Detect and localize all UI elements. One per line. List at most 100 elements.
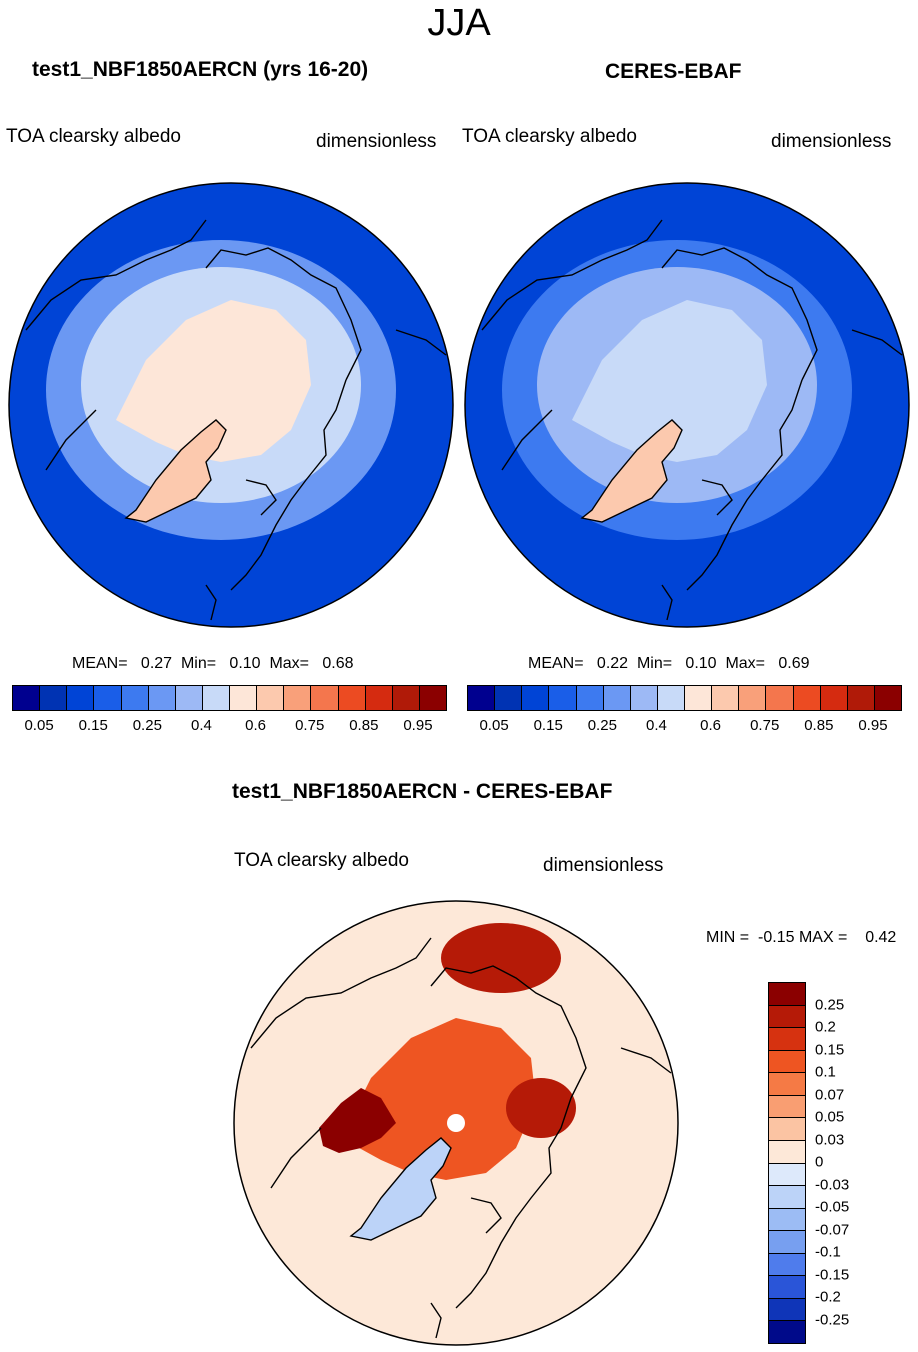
colorbar-tick-label: -0.03	[815, 1176, 850, 1193]
panel3-colorbar	[768, 982, 806, 1344]
panel1-variable: TOA clearsky albedo	[6, 126, 181, 147]
map-coastline	[45, 409, 97, 471]
colorbar-cell	[820, 686, 848, 710]
map-coastline	[250, 937, 432, 1049]
map-pole-hole	[447, 1114, 465, 1132]
colorbar-cell	[630, 686, 658, 710]
map-coastline	[470, 1197, 502, 1234]
map-coastline	[661, 584, 673, 621]
colorbar-tick-label: 0.07	[815, 1086, 845, 1103]
colorbar-cell	[769, 1321, 805, 1343]
map-coastline	[430, 1302, 442, 1339]
colorbar-cell	[874, 686, 901, 710]
map-region-greenland	[124, 419, 227, 523]
colorbar-cell	[847, 686, 875, 710]
colorbar-cell	[769, 1073, 805, 1096]
map-coastline	[205, 247, 362, 381]
colorbar-cell	[769, 1163, 805, 1187]
map-coastline	[686, 379, 803, 591]
map-coastline	[661, 247, 818, 381]
colorbar-tick-label: 0.25	[587, 717, 617, 734]
map-coastline	[501, 409, 553, 471]
colorbar-tick-label: 0.15	[815, 1041, 845, 1058]
map-region-arctic-ocean	[341, 1018, 536, 1180]
map-region-siberia	[441, 923, 561, 993]
colorbar-tick-label: 0.95	[858, 717, 888, 734]
colorbar-cell	[769, 983, 805, 1006]
colorbar-tick-label: 0.1	[815, 1063, 836, 1081]
colorbar-tick-label: 0.4	[191, 717, 212, 734]
map-coastline	[851, 329, 903, 356]
panel2-variable: TOA clearsky albedo	[462, 126, 637, 147]
colorbar-tick-label: -0.07	[815, 1221, 850, 1238]
map-coastline	[430, 965, 587, 1099]
map-coastline	[205, 584, 217, 621]
colorbar-cell	[175, 686, 203, 710]
panel3-variable: TOA clearsky albedo	[234, 850, 409, 871]
colorbar-cell	[769, 1050, 805, 1074]
colorbar-tick-label: -0.15	[815, 1266, 850, 1283]
map-border	[464, 182, 910, 628]
colorbar-cell	[793, 686, 821, 710]
colorbar-cell	[148, 686, 176, 710]
colorbar-tick-label: 0.95	[403, 717, 433, 734]
colorbar-cell	[769, 1005, 805, 1029]
colorbar-cell	[392, 686, 420, 710]
colorbar-tick-label: 0	[815, 1153, 824, 1171]
colorbar-tick-label: 0.4	[646, 717, 667, 734]
colorbar-tick-label: 0.05	[479, 717, 509, 734]
colorbar-tick-label: -0.2	[815, 1288, 841, 1306]
colorbar-cell	[230, 686, 258, 710]
panel3-title: test1_NBF1850AERCN - CERES-EBAF	[232, 780, 613, 803]
panel1-colorbar	[12, 685, 447, 711]
map-coastline	[230, 379, 347, 591]
panel2-colorbar	[467, 685, 902, 711]
map-region-arctic-ocean	[116, 300, 311, 462]
colorbar-tick-label: 0.6	[245, 717, 266, 734]
colorbar-cell	[769, 1140, 805, 1164]
colorbar-cell	[576, 686, 604, 710]
map-coastline	[245, 479, 277, 516]
map-region-greenland	[349, 1137, 452, 1241]
colorbar-cell	[769, 1028, 805, 1051]
colorbar-tick-label: -0.25	[815, 1311, 850, 1328]
colorbar-tick-label: 0.25	[132, 717, 162, 734]
colorbar-tick-label: 0.15	[78, 717, 108, 734]
panel1-units: dimensionless	[316, 131, 437, 152]
colorbar-tick-label: 0.75	[295, 717, 325, 734]
colorbar-cell	[769, 1231, 805, 1254]
colorbar-cell	[365, 686, 393, 710]
colorbar-tick-label: 0.85	[804, 717, 834, 734]
panel2-units: dimensionless	[771, 131, 892, 152]
colorbar-tick-label: -0.05	[815, 1198, 850, 1216]
colorbar-cell	[13, 686, 41, 710]
colorbar-tick-label: -0.1	[815, 1243, 841, 1261]
panel1-stats: MEAN= 0.27 Min= 0.10 Max= 0.68	[72, 655, 354, 672]
colorbar-cell	[769, 1298, 805, 1322]
colorbar-cell	[712, 686, 740, 710]
colorbar-tick-label: 0.85	[349, 717, 379, 734]
colorbar-tick-label: 0.05	[24, 717, 54, 734]
map-coastline	[481, 219, 663, 331]
colorbar-cell	[338, 686, 366, 710]
colorbar-cell	[67, 686, 95, 710]
colorbar-cell	[94, 686, 122, 710]
map-border	[233, 900, 679, 1346]
colorbar-cell	[549, 686, 577, 710]
colorbar-tick-label: 0.15	[533, 717, 563, 734]
map-coastline	[701, 479, 733, 516]
panel3-units: dimensionless	[543, 855, 664, 876]
colorbar-cell	[468, 686, 496, 710]
colorbar-cell	[311, 686, 339, 710]
colorbar-cell	[603, 686, 631, 710]
colorbar-cell	[495, 686, 523, 710]
colorbar-cell	[769, 1276, 805, 1299]
map-coastline	[395, 329, 447, 356]
colorbar-cell	[40, 686, 68, 710]
map-coastline	[270, 1127, 322, 1189]
colorbar-cell	[257, 686, 285, 710]
map-region-barents	[506, 1078, 576, 1138]
map-coastline	[620, 1047, 672, 1074]
colorbar-cell	[685, 686, 713, 710]
colorbar-cell	[284, 686, 312, 710]
